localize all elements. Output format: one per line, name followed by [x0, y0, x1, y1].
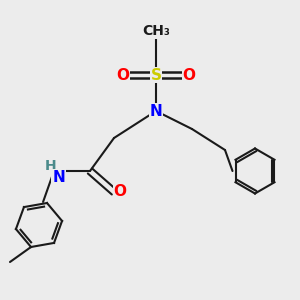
Text: O: O: [116, 68, 130, 82]
Text: H: H: [45, 160, 57, 173]
Text: N: N: [52, 169, 65, 184]
Text: S: S: [151, 68, 161, 82]
Text: CH₃: CH₃: [142, 25, 170, 38]
Text: N: N: [150, 103, 162, 118]
Text: O: O: [182, 68, 196, 82]
Text: O: O: [113, 184, 127, 200]
